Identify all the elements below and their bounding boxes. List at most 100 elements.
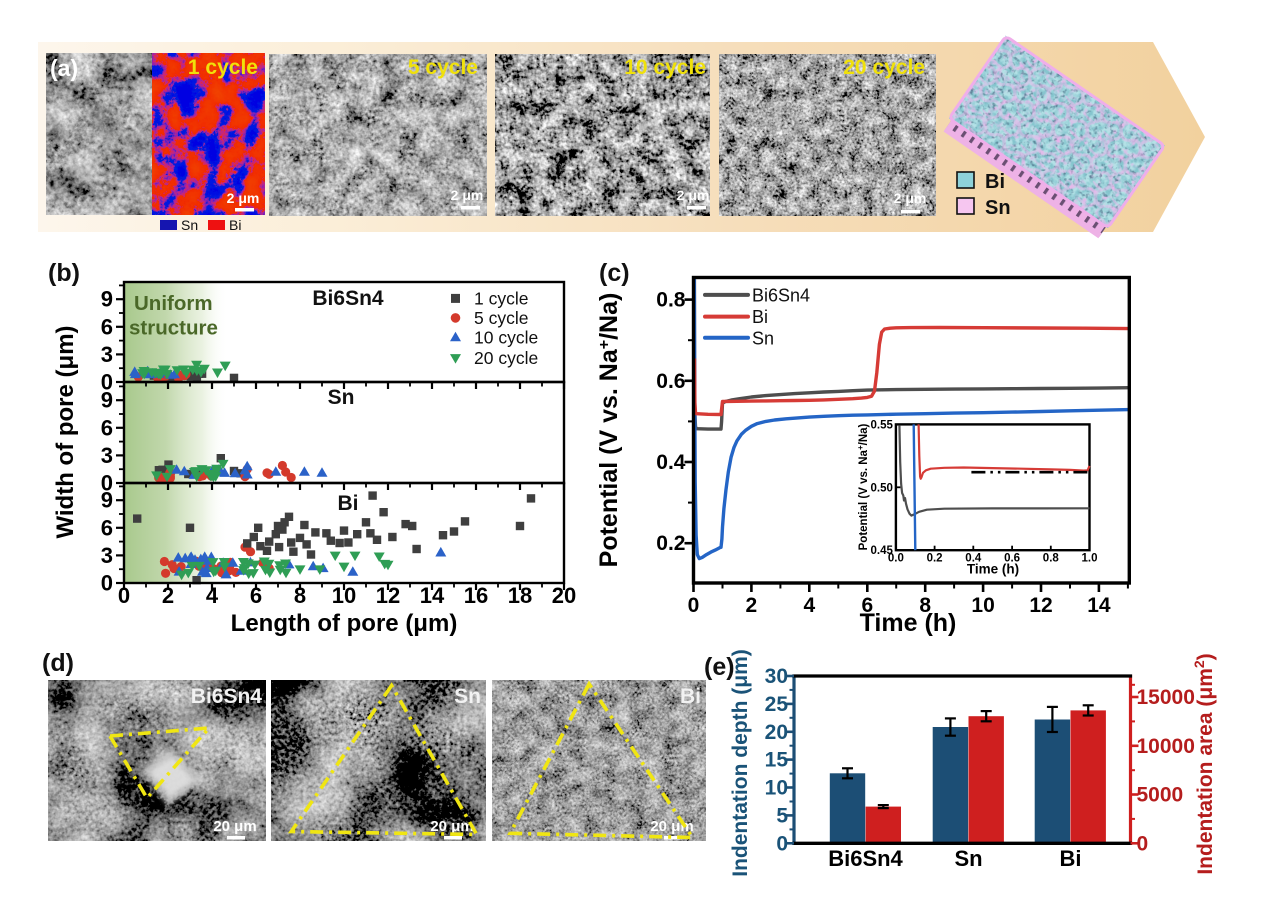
- svg-text:Sn: Sn: [181, 217, 198, 233]
- svg-text:Bi6Sn4: Bi6Sn4: [312, 287, 384, 310]
- svg-text:5 cycle: 5 cycle: [474, 308, 528, 328]
- svg-text:10: 10: [332, 583, 356, 608]
- svg-text:8: 8: [919, 594, 931, 617]
- svg-text:0.0: 0.0: [888, 553, 904, 565]
- svg-text:Bi6Sn4: Bi6Sn4: [828, 846, 903, 871]
- svg-text:25: 25: [765, 693, 789, 716]
- svg-text:Bi6Sn4: Bi6Sn4: [191, 685, 263, 708]
- svg-text:6: 6: [101, 415, 113, 440]
- svg-text:Indentation area (μm2): Indentation area (μm2): [1191, 653, 1217, 874]
- svg-text:(a): (a): [50, 55, 78, 81]
- svg-text:Bi6Sn4: Bi6Sn4: [752, 285, 810, 305]
- svg-text:2: 2: [746, 594, 758, 617]
- svg-text:14: 14: [1087, 594, 1111, 617]
- svg-text:Bi: Bi: [1060, 846, 1082, 871]
- svg-text:10 cycle: 10 cycle: [474, 328, 538, 348]
- svg-text:20 cycle: 20 cycle: [843, 56, 925, 79]
- svg-text:0.55: 0.55: [871, 419, 894, 431]
- svg-text:0: 0: [1137, 832, 1149, 855]
- svg-text:2 μm: 2 μm: [894, 190, 927, 206]
- svg-text:10 cycle: 10 cycle: [624, 56, 706, 79]
- svg-text:12: 12: [1029, 594, 1052, 617]
- svg-text:2: 2: [162, 583, 174, 608]
- svg-text:0.2: 0.2: [927, 553, 943, 565]
- svg-text:2 μm: 2 μm: [451, 187, 484, 203]
- svg-text:1 cycle: 1 cycle: [474, 288, 528, 308]
- svg-text:10: 10: [971, 594, 994, 617]
- svg-text:1 cycle: 1 cycle: [188, 56, 258, 79]
- svg-text:20 μm: 20 μm: [430, 818, 473, 835]
- svg-text:(c): (c): [599, 259, 630, 287]
- svg-text:0.4: 0.4: [656, 451, 686, 474]
- svg-text:18: 18: [508, 583, 532, 608]
- svg-text:Time (h): Time (h): [967, 562, 1019, 577]
- svg-text:Bi: Bi: [229, 217, 241, 233]
- svg-text:Bi: Bi: [338, 492, 359, 515]
- svg-text:10: 10: [765, 777, 788, 800]
- svg-text:4: 4: [206, 583, 219, 608]
- svg-text:0.8: 0.8: [1043, 553, 1060, 565]
- svg-text:0.8: 0.8: [656, 289, 686, 312]
- svg-text:0.50: 0.50: [871, 482, 893, 494]
- svg-text:Sn: Sn: [985, 197, 1011, 219]
- svg-text:3: 3: [101, 443, 113, 468]
- svg-text:6: 6: [101, 515, 113, 540]
- svg-text:20: 20: [765, 721, 788, 744]
- svg-text:6: 6: [250, 583, 262, 608]
- svg-text:5 cycle: 5 cycle: [408, 56, 478, 79]
- svg-text:Potential (V vs. Na+/Na): Potential (V vs. Na+/Na): [595, 293, 623, 568]
- svg-text:0.6: 0.6: [656, 370, 685, 393]
- svg-text:14: 14: [420, 583, 445, 608]
- svg-text:20 μm: 20 μm: [650, 818, 693, 835]
- svg-text:10000: 10000: [1137, 735, 1195, 758]
- svg-text:0.2: 0.2: [656, 532, 685, 555]
- svg-text:6: 6: [861, 594, 873, 617]
- svg-text:20: 20: [552, 583, 576, 608]
- svg-text:0: 0: [688, 594, 700, 617]
- svg-text:15: 15: [765, 749, 789, 772]
- svg-text:2 μm: 2 μm: [677, 187, 710, 203]
- svg-text:12: 12: [376, 583, 400, 608]
- svg-text:0: 0: [101, 471, 113, 496]
- svg-text:4: 4: [803, 594, 815, 617]
- svg-text:1.0: 1.0: [1082, 553, 1098, 565]
- svg-text:20 cycle: 20 cycle: [474, 348, 538, 368]
- svg-text:Length of pore (μm): Length of pore (μm): [231, 610, 458, 637]
- svg-text:Potential (V vs. Na+/Na): Potential (V vs. Na+/Na): [856, 423, 871, 550]
- svg-text:Width of pore (μm): Width of pore (μm): [52, 325, 79, 538]
- svg-text:16: 16: [464, 583, 488, 608]
- svg-text:(d): (d): [42, 649, 74, 677]
- svg-text:0: 0: [118, 583, 130, 608]
- svg-text:Sn: Sn: [752, 328, 774, 348]
- svg-text:structure: structure: [129, 317, 218, 340]
- svg-text:9: 9: [101, 488, 113, 513]
- svg-text:Bi: Bi: [985, 171, 1005, 193]
- svg-text:9: 9: [101, 388, 113, 413]
- svg-text:0.4: 0.4: [965, 553, 982, 565]
- svg-text:5000: 5000: [1137, 784, 1184, 807]
- svg-text:0.45: 0.45: [871, 545, 894, 557]
- svg-text:20 μm: 20 μm: [213, 818, 256, 835]
- svg-text:15000: 15000: [1137, 686, 1195, 709]
- svg-text:Bi: Bi: [752, 307, 768, 327]
- svg-text:30: 30: [765, 665, 788, 688]
- svg-text:2 μm: 2 μm: [227, 190, 260, 206]
- svg-text:0: 0: [101, 571, 113, 596]
- svg-text:Uniform: Uniform: [134, 292, 213, 315]
- svg-text:Time (h): Time (h): [860, 609, 957, 637]
- svg-text:(e): (e): [704, 653, 735, 681]
- svg-text:8: 8: [294, 583, 306, 608]
- svg-text:Sn: Sn: [954, 846, 982, 871]
- svg-text:0.6: 0.6: [1004, 553, 1020, 565]
- svg-text:(b): (b): [48, 259, 80, 287]
- svg-text:9: 9: [101, 287, 113, 312]
- svg-text:0: 0: [776, 832, 788, 855]
- svg-text:Sn: Sn: [328, 386, 355, 409]
- svg-text:0: 0: [101, 370, 113, 395]
- svg-text:3: 3: [101, 543, 113, 568]
- svg-text:6: 6: [101, 314, 113, 339]
- svg-text:Indentation depth (μm): Indentation depth (μm): [729, 649, 752, 876]
- svg-text:3: 3: [101, 342, 113, 367]
- svg-text:Sn: Sn: [454, 685, 481, 708]
- svg-text:5: 5: [776, 804, 788, 827]
